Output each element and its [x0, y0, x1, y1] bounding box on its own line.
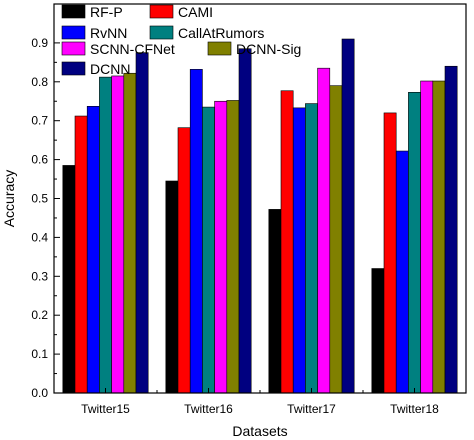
bar-dcnn-sig [226, 100, 240, 394]
y-tick-label: 0.0 [31, 386, 48, 400]
bar-scnn-cfnet [420, 80, 434, 394]
bar-dcnn [341, 38, 355, 394]
y-tick-label: 0.2 [31, 308, 48, 322]
bar-cami [383, 112, 397, 394]
legend-swatch [61, 25, 86, 40]
bar-dcnn-sig [432, 80, 446, 394]
bar-scnn-cfnet [317, 67, 331, 394]
y-tick-label: 0.9 [31, 36, 48, 50]
y-tick-label: 0.7 [31, 114, 48, 128]
bar-cami [177, 127, 191, 394]
bar-dcnn [238, 48, 252, 394]
legend-label: CallAtRumors [178, 25, 264, 41]
x-axis: Twitter15 Twitter16 Twitter17 Twitter18 [81, 388, 439, 416]
bar-rf-p [268, 209, 282, 394]
x-axis-title: Datasets [232, 423, 287, 439]
x-tick-label: Twitter17 [287, 402, 336, 416]
y-tick-label: 0.4 [31, 230, 48, 244]
y-axis-title: Accuracy [1, 170, 17, 228]
bar-cami [74, 115, 88, 394]
legend-swatch [61, 41, 86, 56]
bar-callatrumors [305, 103, 318, 394]
bars-layer [62, 38, 458, 394]
x-tick-label: Twitter15 [81, 402, 130, 416]
y-tick-label: 0.6 [31, 153, 48, 167]
legend-swatch [149, 25, 174, 40]
bar-callatrumors [408, 92, 421, 394]
bar-scnn-cfnet [111, 75, 125, 394]
legend-swatch [61, 4, 86, 19]
legend-swatch [207, 41, 232, 56]
y-tick-label: 0.8 [31, 75, 48, 89]
x-tick-label: Twitter18 [390, 402, 439, 416]
bar-cami [280, 90, 294, 394]
bar-rf-p [62, 165, 76, 394]
bar-rvnn [292, 107, 306, 394]
legend-label: CAMI [178, 4, 213, 20]
bar-rf-p [371, 268, 385, 394]
bar-dcnn-sig [329, 85, 343, 394]
bar-callatrumors [202, 106, 215, 394]
bar-dcnn [135, 52, 149, 394]
legend-label: DCNN-Sig [236, 41, 301, 57]
bar-rf-p [165, 180, 179, 394]
legend-label: RvNN [90, 25, 127, 41]
y-tick-label: 0.1 [31, 347, 48, 361]
legend-swatch [61, 61, 86, 76]
bar-callatrumors [99, 76, 112, 394]
legend-label: SCNN-CFNet [90, 41, 175, 57]
legend-swatch [149, 4, 174, 19]
y-axis: 0.0 0.1 0.2 0.3 0.4 0.5 0.6 0.7 0.8 0.9 [31, 36, 60, 400]
bar-dcnn [444, 65, 458, 394]
y-tick-label: 0.3 [31, 269, 48, 283]
bar-dcnn-sig [123, 72, 137, 394]
y-tick-label: 0.5 [31, 192, 48, 206]
legend-label: DCNN [90, 61, 130, 77]
bar-scnn-cfnet [214, 100, 228, 394]
bar-rvnn [395, 150, 409, 394]
bar-rvnn [86, 106, 100, 394]
x-tick-label: Twitter16 [184, 402, 233, 416]
legend-label: RF-P [90, 4, 123, 20]
bar-rvnn [189, 69, 203, 394]
